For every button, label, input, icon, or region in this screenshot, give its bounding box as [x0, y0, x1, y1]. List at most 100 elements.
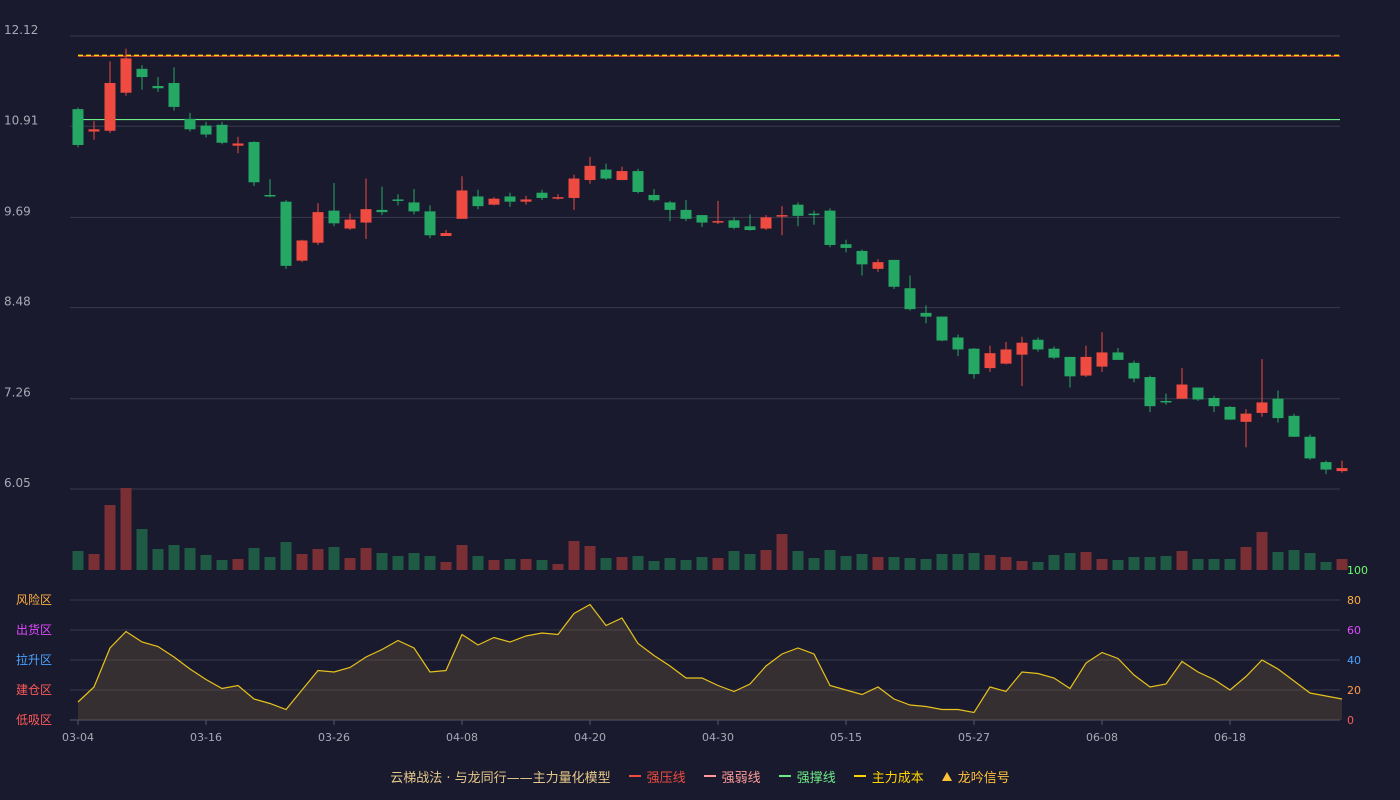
price-tick-label: 12.12	[4, 23, 38, 37]
candle-body	[904, 288, 916, 310]
volume-bar	[1144, 557, 1156, 570]
candle-body	[472, 196, 484, 207]
date-tick-label: 03-26	[318, 731, 350, 744]
volume-bar	[1256, 532, 1268, 570]
candle-body	[1176, 384, 1188, 399]
volume-bar	[936, 554, 948, 570]
candle-body	[1080, 356, 1092, 376]
volume-bar	[1048, 555, 1060, 570]
price-tick-label: 6.05	[4, 476, 31, 490]
price-tick-label: 9.69	[4, 204, 31, 218]
candle-body	[728, 220, 740, 228]
candle-body	[408, 202, 420, 212]
legend-label: 强压线	[646, 770, 686, 786]
volume-bar	[248, 548, 260, 570]
volume-bar	[792, 551, 804, 570]
candle-body	[1016, 342, 1028, 355]
zone-label: 拉升区	[16, 652, 52, 667]
volume-series	[72, 488, 1348, 570]
candle-body	[248, 141, 260, 183]
candle-body	[424, 211, 436, 236]
candle-body	[456, 190, 468, 219]
legend-item[interactable]: 龙吟信号	[941, 767, 1010, 786]
volume-bar	[568, 541, 580, 570]
candle-body	[1224, 406, 1236, 420]
candle-body	[1304, 436, 1316, 459]
candle-body	[360, 209, 372, 223]
date-tick-label: 04-20	[574, 731, 606, 744]
legend-swatch	[853, 775, 866, 777]
candle-body	[968, 348, 980, 375]
volume-bar	[1336, 559, 1348, 570]
legend-item[interactable]: 强撑线	[778, 767, 836, 786]
candle-body	[1240, 413, 1252, 422]
indicator-tick-label: 0	[1347, 714, 1354, 727]
candle-body	[216, 124, 228, 143]
indicator-area	[78, 604, 1342, 720]
volume-bar	[664, 558, 676, 570]
volume-bar	[632, 556, 644, 570]
volume-bar	[328, 547, 340, 570]
candle-body	[888, 259, 900, 287]
volume-bar	[872, 557, 884, 570]
volume-bar	[536, 560, 548, 570]
candlestick-series	[72, 48, 1348, 475]
candle-body	[392, 199, 404, 201]
legend-label: 主力成本	[871, 770, 924, 786]
date-axis-labels: 03-04 03-16 03-26 04-08 04-20 04-30 05-15 05-27…	[62, 720, 1246, 744]
volume-bar	[1128, 557, 1140, 570]
candle-body	[1272, 398, 1284, 419]
volume-bar	[1224, 559, 1236, 570]
zone-label: 风险区	[16, 592, 52, 607]
volume-bar	[280, 542, 292, 570]
candle-body	[1208, 397, 1220, 407]
candle-body	[344, 219, 356, 229]
volume-bar	[1064, 553, 1076, 570]
volume-bar	[1320, 562, 1332, 570]
volume-bar	[168, 545, 180, 570]
candle-body	[696, 215, 708, 223]
indicator-tick-label: 40	[1347, 654, 1361, 667]
volume-bar	[312, 549, 324, 570]
volume-bar	[552, 564, 564, 570]
volume-bar	[1192, 559, 1204, 570]
volume-bar	[520, 559, 532, 570]
volume-bar	[1016, 561, 1028, 570]
volume-bar	[888, 557, 900, 570]
legend-item[interactable]: 云梯战法 · 与龙同行——主力量化模型	[390, 767, 610, 786]
volume-bar	[120, 488, 132, 570]
candle-body	[488, 198, 500, 205]
date-tick-label: 03-04	[62, 731, 94, 744]
candle-body	[264, 194, 276, 197]
candle-body	[936, 316, 948, 341]
candle-body	[760, 217, 772, 229]
price-tick-label: 7.26	[4, 386, 31, 400]
volume-bar	[1096, 559, 1108, 570]
candle-body	[72, 109, 84, 145]
volume-bar	[1000, 557, 1012, 570]
candle-body	[664, 202, 676, 210]
volume-bar	[616, 557, 628, 570]
candle-body	[200, 125, 212, 135]
volume-bar	[264, 557, 276, 570]
volume-bar	[808, 558, 820, 570]
candle-body	[1336, 468, 1348, 472]
candle-body	[1048, 348, 1060, 358]
volume-bar	[584, 546, 596, 570]
candle-body	[1320, 462, 1332, 470]
candle-body	[680, 209, 692, 219]
volume-bar	[952, 554, 964, 570]
legend-item[interactable]: 主力成本	[853, 767, 924, 786]
legend-label: 强撑线	[796, 770, 836, 786]
volume-bar	[776, 534, 788, 570]
volume-bar	[824, 550, 836, 570]
legend-item[interactable]: 强弱线	[703, 767, 761, 786]
volume-bar	[104, 505, 116, 570]
volume-bar	[232, 559, 244, 570]
volume-bar	[1160, 556, 1172, 570]
legend-item[interactable]: 强压线	[628, 767, 686, 786]
candle-body	[520, 199, 532, 202]
legend-swatch	[778, 775, 791, 777]
